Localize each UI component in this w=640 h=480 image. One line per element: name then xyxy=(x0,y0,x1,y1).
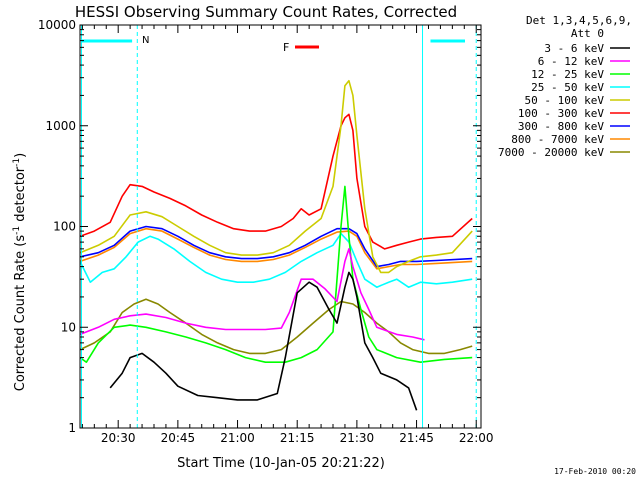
x-tick-label: 21:30 xyxy=(340,431,375,445)
y-tick-label: 10000 xyxy=(38,18,76,32)
series-line-6 xyxy=(80,113,473,250)
series-line-1 xyxy=(109,271,418,411)
y-axis-label: Corrected Count Rate (s-1 detector-1) xyxy=(12,153,28,391)
x-tick-label: 20:45 xyxy=(161,431,196,445)
x-tick-label: 20:30 xyxy=(101,431,136,445)
legend-label: 12 - 25 keV xyxy=(531,68,604,81)
y-axis-label-mid: detector xyxy=(13,166,28,226)
series-line-8 xyxy=(80,227,473,270)
legend-label: 6 - 12 keV xyxy=(538,55,605,68)
legend-label: 7000 - 20000 keV xyxy=(498,146,604,159)
legend-header-2: Att 0 xyxy=(571,27,604,40)
x-axis-label: Start Time (10-Jan-05 20:21:22) xyxy=(177,456,385,471)
legend-label: 25 - 50 keV xyxy=(531,81,604,94)
series-line-2 xyxy=(80,248,425,341)
y-axis-label-end: ) xyxy=(13,153,28,158)
series-line-4 xyxy=(80,232,473,288)
series-line-5 xyxy=(80,79,473,274)
y-tick-label: 100 xyxy=(53,220,76,234)
x-tick-label: 21:00 xyxy=(220,431,255,445)
series-line-7 xyxy=(80,225,473,268)
x-axis: 20:30 20:45 21:00 21:15 21:30 21:45 22:00 xyxy=(81,25,494,445)
x-tick-label: 21:45 xyxy=(399,431,434,445)
series-line-3 xyxy=(80,185,473,363)
legend-label: 300 - 800 keV xyxy=(518,120,604,133)
legend-label: 3 - 6 keV xyxy=(544,42,604,55)
legend-label: 100 - 300 keV xyxy=(518,107,604,120)
y-axis-label-sup2: -1 xyxy=(12,158,22,167)
y-axis-label-main: Corrected Count Rate (s xyxy=(13,235,28,392)
flare-label: F xyxy=(283,41,289,54)
legend-label: 50 - 100 keV xyxy=(525,94,605,107)
series-line-9 xyxy=(80,298,473,355)
y-axis: 1 10 100 1000 10000 xyxy=(38,18,481,435)
y-tick-label: 1000 xyxy=(45,119,76,133)
x-tick-label: 22:00 xyxy=(459,431,494,445)
y-tick-label: 10 xyxy=(61,320,76,334)
legend-header-1: Det 1,3,4,5,6,9, xyxy=(526,14,632,27)
night-label: N xyxy=(142,35,149,46)
y-axis-label-sup1: -1 xyxy=(12,226,22,235)
series-layer xyxy=(80,79,473,411)
x-tick-label: 21:15 xyxy=(280,431,315,445)
y-tick-label: 1 xyxy=(68,421,76,435)
chart-title: HESSI Observing Summary Count Rates, Cor… xyxy=(75,3,457,21)
footer-timestamp: 17-Feb-2010 00:20 xyxy=(554,467,636,476)
legend-label: 800 - 7000 keV xyxy=(511,133,604,146)
